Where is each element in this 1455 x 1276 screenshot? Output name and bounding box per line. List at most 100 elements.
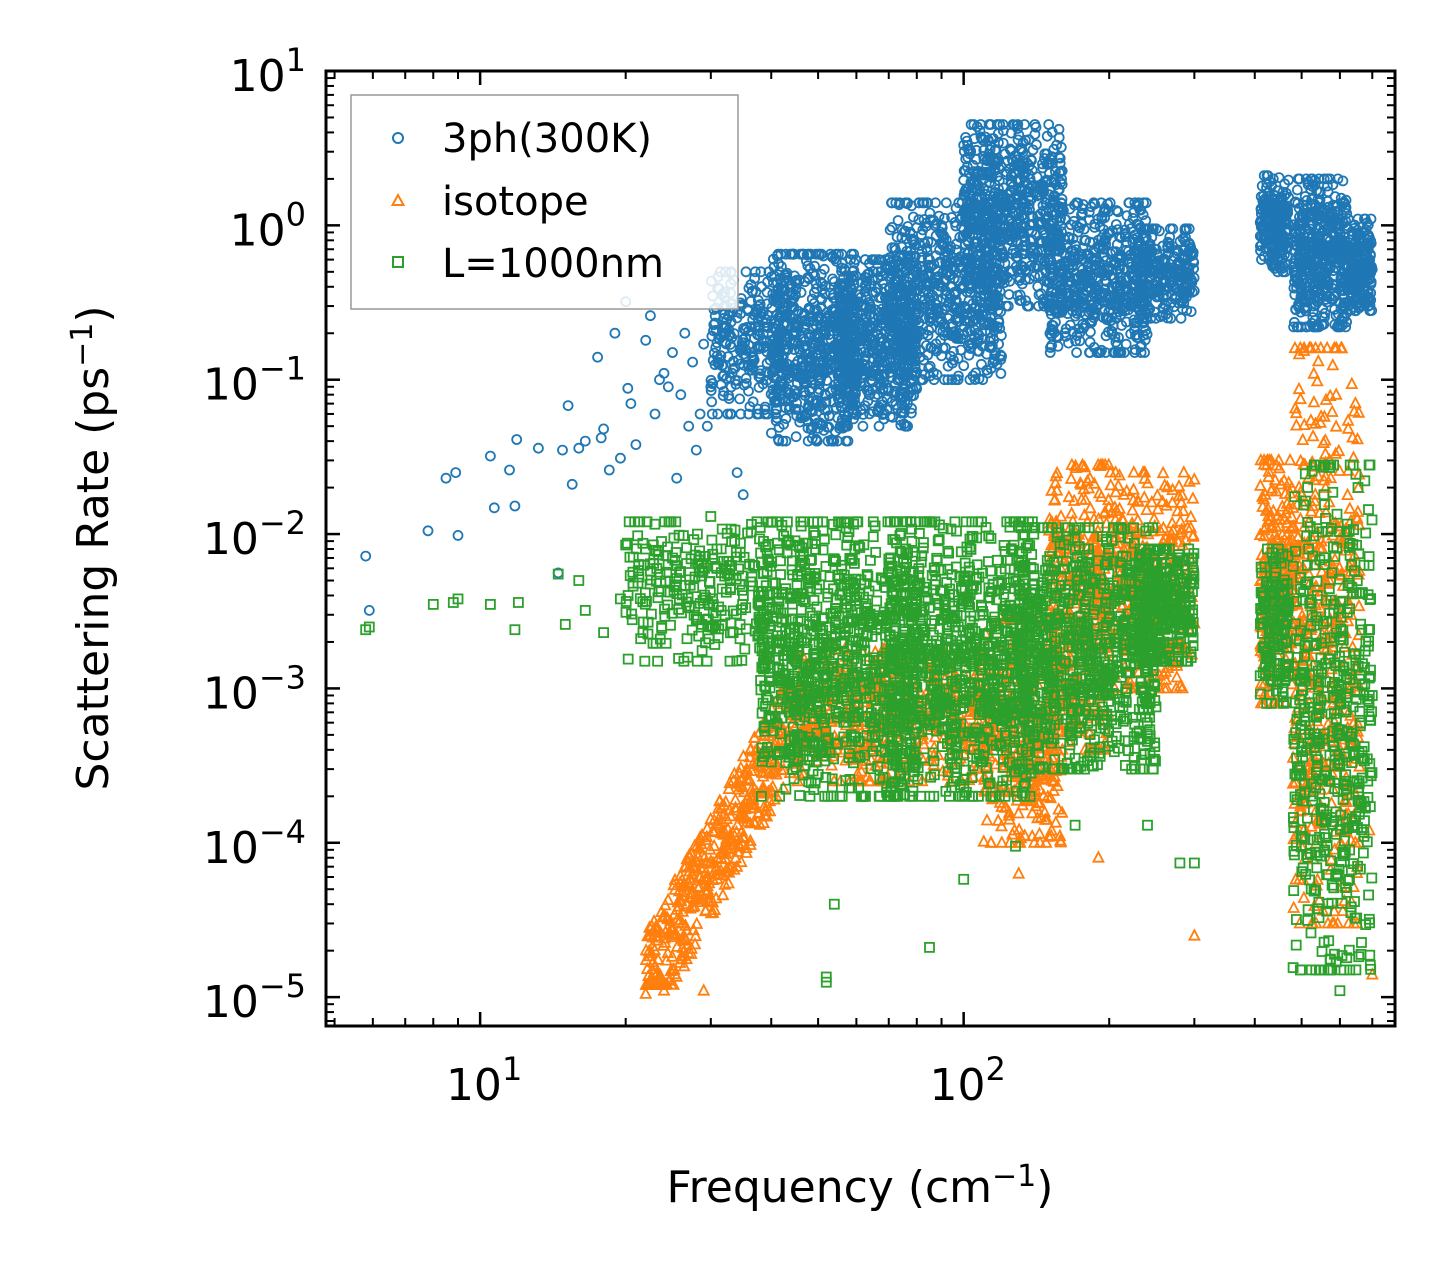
data-point-circle	[884, 348, 896, 360]
data-point-circle	[847, 403, 859, 415]
data-point-circle	[848, 305, 860, 317]
data-point-circle	[849, 376, 860, 388]
data-point-circle	[721, 373, 732, 384]
data-point-circle	[749, 272, 760, 284]
data-point-circle	[870, 360, 882, 372]
data-point-circle	[723, 393, 735, 405]
data-point-circle	[779, 269, 791, 281]
data-point-circle	[452, 530, 464, 541]
data-point-circle	[622, 382, 634, 394]
data-point-circle	[735, 408, 747, 420]
data-point-circle	[786, 311, 798, 323]
data-point-circle	[847, 333, 859, 345]
data-point-circle	[807, 323, 819, 335]
data-point-circle	[671, 472, 683, 484]
data-point-circle	[598, 423, 609, 435]
data-point-circle	[753, 371, 765, 383]
data-point-circle	[908, 211, 919, 223]
data-point-circle	[860, 281, 872, 293]
data-point-circle	[603, 464, 615, 476]
data-point-circle	[773, 421, 785, 433]
data-point-circle	[834, 420, 846, 432]
data-point-circle	[815, 373, 826, 385]
data-point-circle	[645, 310, 656, 322]
data-point-circle	[766, 349, 778, 361]
data-point-circle	[836, 324, 848, 336]
data-point-circle	[750, 286, 762, 298]
data-point-circle	[942, 374, 954, 386]
data-point-circle	[755, 341, 767, 353]
data-point-circle	[757, 328, 769, 340]
data-point-circle	[849, 387, 861, 399]
data-point-circle	[706, 408, 718, 420]
data-point-circle	[895, 339, 906, 351]
data-point-circle	[713, 358, 725, 370]
data-point-circle	[737, 489, 749, 501]
data-point-circle	[720, 328, 731, 340]
data-point-circle	[773, 435, 785, 447]
data-point-circle	[739, 324, 751, 336]
data-point-circle	[743, 408, 754, 420]
data-point-circle	[566, 478, 578, 490]
data-point-circle	[921, 242, 932, 254]
data-point-circle	[800, 360, 812, 372]
data-point-circle	[859, 369, 871, 381]
data-point-circle	[770, 403, 782, 415]
data-point-circle	[915, 374, 927, 386]
data-point-circle	[766, 302, 778, 314]
data-point-circle	[860, 350, 871, 362]
data-point-circle	[779, 274, 790, 286]
data-point-circle	[882, 345, 894, 357]
data-point-circle	[876, 399, 888, 411]
data-point-circle	[797, 342, 809, 353]
data-point-circle	[785, 296, 797, 308]
data-point-circle	[839, 420, 850, 432]
data-point-circle	[745, 295, 757, 307]
series-circle-group	[360, 119, 1378, 616]
data-point-circle	[771, 250, 783, 262]
data-point-circle	[886, 221, 898, 233]
data-series-layer	[360, 119, 1379, 999]
data-point-circle	[783, 394, 795, 406]
data-point-circle	[766, 427, 777, 439]
data-point-circle	[863, 389, 875, 401]
data-point-circle	[579, 435, 591, 447]
data-point-circle	[712, 408, 724, 420]
data-point-circle	[630, 439, 642, 451]
data-point-circle	[683, 420, 695, 432]
data-point-circle	[781, 272, 793, 284]
data-point-circle	[658, 367, 670, 379]
data-point-circle	[841, 325, 853, 337]
data-point-circle	[806, 377, 818, 389]
data-point-circle	[694, 408, 706, 420]
data-point-circle	[609, 327, 621, 339]
data-point-circle	[488, 502, 500, 514]
data-point-circle	[874, 402, 886, 414]
data-point-circle	[878, 376, 890, 388]
data-point-circle	[625, 398, 637, 410]
data-point-circle	[767, 367, 778, 378]
data-point-circle	[741, 321, 753, 333]
data-point-circle	[853, 334, 864, 346]
data-point-circle	[722, 408, 734, 420]
data-point-circle	[740, 343, 751, 355]
data-point-circle	[819, 288, 831, 300]
data-point-circle	[834, 340, 846, 352]
data-point-circle	[509, 500, 521, 512]
data-point-circle	[751, 307, 762, 319]
data-point-circle	[895, 419, 907, 431]
data-point-circle	[868, 266, 879, 278]
data-point-circle	[810, 278, 822, 289]
data-point-circle	[734, 393, 746, 405]
data-point-circle	[662, 381, 674, 393]
data-point-circle	[803, 395, 815, 406]
data-point-circle	[770, 396, 782, 408]
data-point-circle	[784, 401, 796, 413]
data-point-circle	[873, 420, 885, 432]
data-point-circle	[889, 346, 901, 358]
data-point-circle	[792, 371, 804, 383]
data-point-circle	[859, 254, 871, 266]
data-point-circle	[777, 435, 789, 447]
data-point-circle	[861, 311, 872, 323]
